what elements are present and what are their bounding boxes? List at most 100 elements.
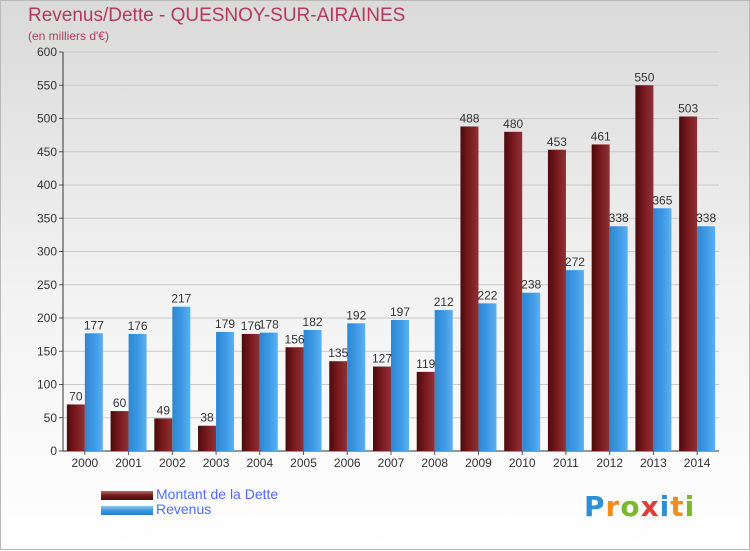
y-tick-label: 50 (44, 411, 58, 425)
bar-dette (635, 85, 654, 451)
legend-swatch-revenus (101, 506, 153, 515)
x-tick-label: 2005 (290, 456, 317, 470)
bar-dette (198, 425, 217, 451)
x-tick-label: 2014 (684, 456, 711, 470)
logo-letter: o (620, 490, 641, 523)
data-label-dette: 453 (547, 135, 567, 149)
x-tick-label: 2008 (421, 456, 448, 470)
data-label-revenus: 197 (390, 305, 410, 319)
bar-revenus (172, 306, 191, 451)
x-tick-label: 2012 (596, 456, 623, 470)
logo-letter: r (605, 490, 621, 523)
logo-letter: x (640, 490, 660, 523)
data-label-revenus: 212 (434, 295, 454, 309)
data-label-dette: 503 (678, 102, 698, 116)
y-tick-label: 400 (37, 178, 57, 192)
data-label-revenus: 222 (477, 288, 497, 302)
data-label-revenus: 238 (521, 278, 541, 292)
data-label-dette: 119 (416, 357, 435, 371)
data-label-revenus: 365 (652, 193, 672, 207)
y-tick-label: 150 (37, 344, 57, 358)
legend-swatch-dette (101, 491, 153, 500)
x-tick-label: 2006 (334, 456, 361, 470)
data-label-revenus: 178 (259, 318, 279, 332)
data-label-revenus: 177 (84, 318, 104, 332)
data-label-revenus: 272 (565, 255, 585, 269)
data-label-revenus: 182 (303, 315, 323, 329)
data-label-revenus: 338 (696, 211, 716, 225)
legend-label-revenus: Revenus (156, 501, 212, 517)
data-label-revenus: 338 (609, 211, 629, 225)
bar-revenus (259, 332, 278, 451)
bar-revenus (347, 323, 366, 451)
logo-letter: P (584, 490, 606, 523)
bar-revenus (653, 208, 672, 451)
x-tick-label: 2001 (115, 456, 142, 470)
y-tick-label: 450 (37, 145, 57, 159)
bar-revenus (609, 226, 628, 451)
data-label-dette: 488 (459, 111, 479, 125)
y-tick-label: 100 (37, 378, 57, 392)
data-label-revenus: 179 (215, 317, 235, 331)
data-label-dette: 176 (241, 319, 261, 333)
data-label-dette: 480 (503, 117, 523, 131)
data-label-dette: 156 (285, 332, 305, 346)
bar-revenus (216, 331, 235, 451)
x-tick-label: 2007 (378, 456, 405, 470)
bar-revenus (697, 226, 716, 451)
bar-revenus (565, 270, 584, 451)
bar-dette (679, 116, 698, 451)
chart-subtitle: (en milliers d'€) (28, 29, 109, 43)
bar-dette (547, 149, 566, 451)
bar-dette (416, 371, 435, 451)
bar-dette (241, 333, 260, 451)
x-tick-label: 2004 (246, 456, 273, 470)
proxiti-logo: Proxiti (584, 490, 695, 523)
data-label-dette: 70 (69, 389, 83, 403)
bar-dette (154, 418, 173, 451)
bar-dette (66, 404, 85, 451)
x-tick-label: 2010 (509, 456, 536, 470)
chart-title: Revenus/Dette - QUESNOY-SUR-AIRAINES (28, 5, 406, 26)
legend-label-dette: Montant de la Dette (156, 486, 279, 502)
data-label-dette: 49 (157, 403, 171, 417)
data-label-revenus: 192 (346, 308, 366, 322)
bar-revenus (522, 292, 541, 451)
bar-revenus (303, 329, 322, 451)
y-tick-label: 0 (50, 444, 57, 458)
bar-dette (285, 347, 304, 451)
x-tick-label: 2013 (640, 456, 667, 470)
bar-revenus (84, 333, 103, 451)
data-label-dette: 135 (328, 346, 348, 360)
logo-letter: i (659, 490, 671, 523)
y-tick-label: 200 (37, 311, 57, 325)
bar-revenus (478, 303, 497, 451)
y-tick-label: 550 (37, 78, 57, 92)
bar-revenus (391, 319, 409, 451)
bar-revenus (434, 310, 453, 451)
bar-dette (504, 131, 523, 452)
y-tick-label: 300 (37, 245, 57, 259)
y-tick-label: 250 (37, 278, 57, 292)
y-tick-label: 350 (37, 211, 57, 225)
data-label-dette: 38 (200, 411, 214, 425)
logo-letter: i (684, 490, 696, 523)
data-label-dette: 127 (372, 352, 392, 366)
x-tick-label: 2000 (72, 456, 99, 470)
logo-letter: t (670, 490, 685, 523)
bar-revenus (128, 333, 147, 451)
x-tick-label: 2009 (465, 456, 492, 470)
y-tick-label: 600 (37, 45, 57, 59)
bar-dette (373, 366, 391, 451)
data-label-revenus: 176 (128, 319, 148, 333)
data-label-dette: 461 (591, 129, 611, 143)
data-label-revenus: 217 (171, 292, 191, 306)
y-tick-label: 500 (37, 112, 57, 126)
bar-dette (460, 126, 479, 451)
bar-dette (591, 144, 610, 451)
bar-dette (110, 411, 129, 451)
bar-dette (329, 361, 348, 451)
x-tick-label: 2002 (159, 456, 186, 470)
